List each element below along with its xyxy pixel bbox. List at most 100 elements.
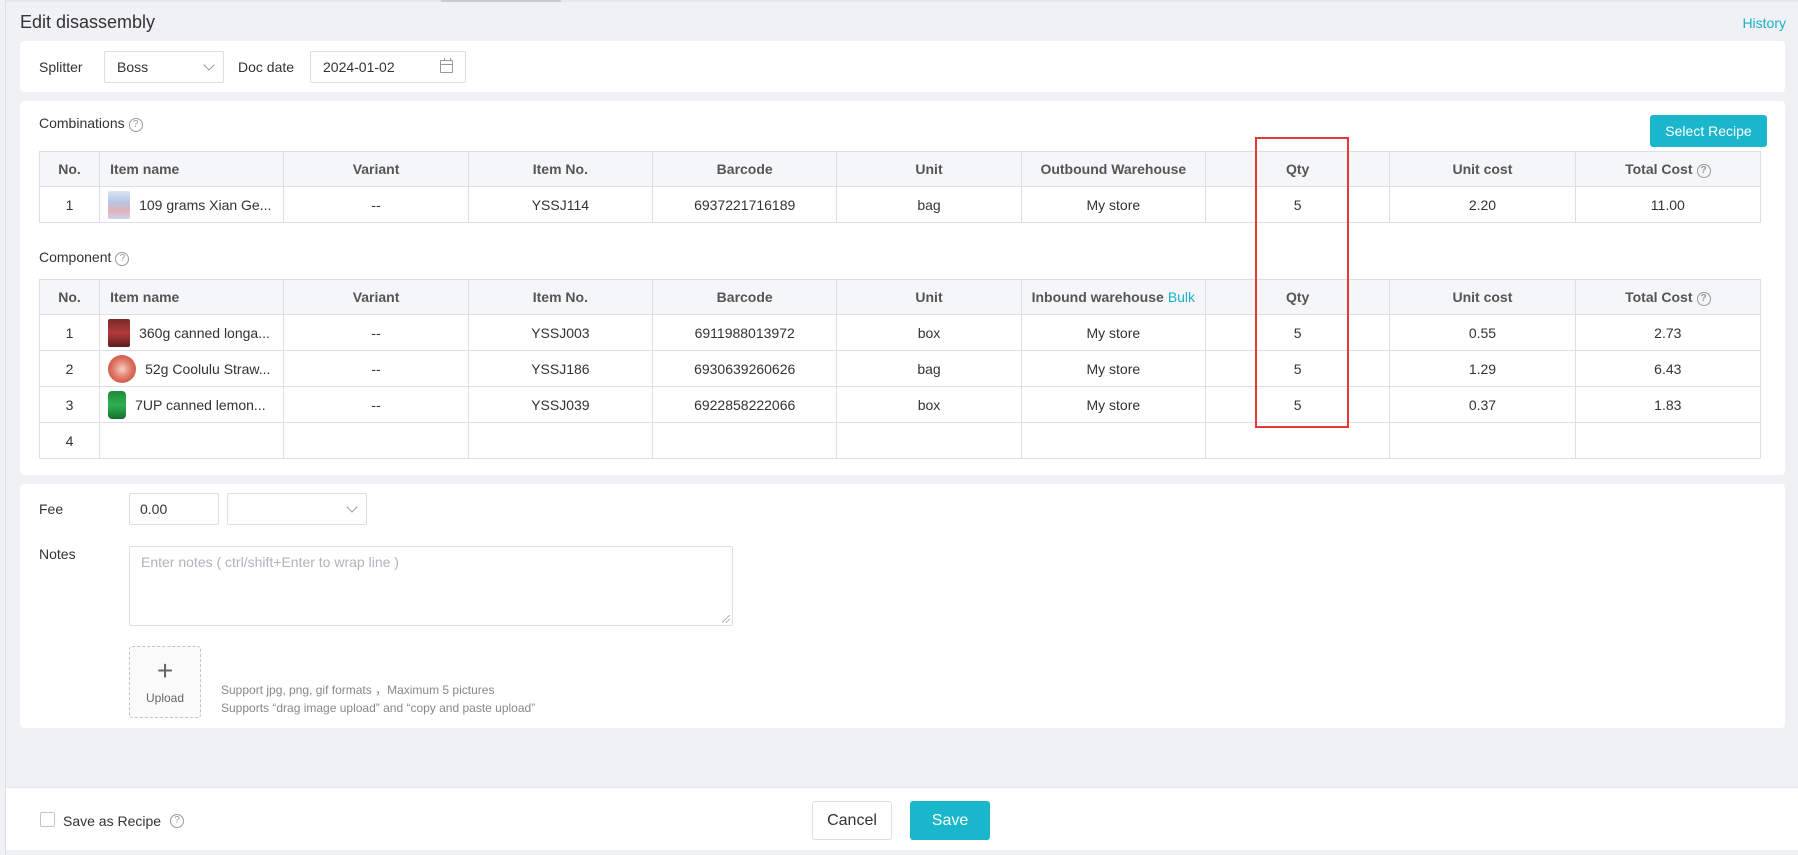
resize-handle-icon[interactable]	[722, 615, 730, 623]
upload-hint: Support jpg, png, gif formats ，Maximum 5…	[221, 681, 535, 717]
cell-no: 1	[38, 314, 101, 351]
cell-qty[interactable]: 5	[1204, 186, 1391, 223]
product-thumbnail	[108, 354, 137, 383]
col-header: No.	[38, 279, 101, 315]
col-header-total-cost: Total Cost?	[1574, 151, 1762, 187]
help-icon[interactable]: ?	[128, 118, 143, 132]
col-header: Unit	[836, 279, 1022, 315]
table-row: 1 109 grams Xian Ge... -- YSSJ114 693722…	[38, 186, 1762, 223]
cell-item-no	[467, 422, 654, 459]
help-icon[interactable]: ?	[115, 252, 130, 266]
cell-barcode: 6930639260626	[652, 350, 838, 387]
col-header: Item No.	[467, 279, 654, 315]
combinations-table: No. Item name Variant Item No. Barcode U…	[38, 151, 1762, 223]
cell-total-cost: 11.00	[1574, 186, 1762, 223]
table-header-row: No. Item name Variant Item No. Barcode U…	[38, 151, 1762, 187]
cell-no: 1	[38, 186, 101, 223]
cell-no: 4	[38, 422, 101, 459]
table-row: 1 360g canned longa... -- YSSJ003 691198…	[38, 314, 1762, 351]
doc-date-label: Doc date	[238, 59, 295, 75]
cell-variant: --	[283, 314, 469, 351]
col-header: Qty	[1204, 279, 1391, 315]
cell-qty[interactable]: 5	[1204, 386, 1391, 423]
cell-qty[interactable]: 5	[1204, 314, 1391, 351]
cell-warehouse[interactable]: My store	[1020, 386, 1206, 423]
col-header: Item No.	[467, 151, 654, 187]
table-row-empty: 4	[38, 422, 1762, 459]
col-header: Variant	[283, 151, 469, 187]
cell-no: 2	[38, 350, 101, 387]
cell-warehouse[interactable]	[1020, 422, 1206, 459]
col-header: Unit	[836, 151, 1022, 187]
upload-button[interactable]: + Upload	[129, 646, 201, 718]
cell-qty[interactable]	[1204, 422, 1391, 459]
upload-hint-line2: Supports “drag image upload” and “copy a…	[221, 701, 536, 715]
fee-type-select[interactable]	[227, 493, 367, 525]
doc-date-input[interactable]: 2024-01-02	[310, 51, 466, 83]
page-title: Edit disassembly	[20, 12, 156, 32]
item-name-text: 109 grams Xian Ge...	[139, 196, 272, 213]
page: Edit disassembly History Splitter Boss D…	[5, 0, 1798, 855]
cell-total-cost: 1.83	[1574, 386, 1762, 423]
col-header-total-cost: Total Cost?	[1574, 279, 1762, 315]
col-header: Item name	[99, 151, 285, 187]
cell-unit: bag	[836, 350, 1022, 387]
cell-unit-cost: 0.37	[1389, 386, 1576, 423]
cell-unit-cost: 2.20	[1389, 186, 1576, 223]
cell-item-no: YSSJ114	[467, 186, 654, 223]
notes-textarea[interactable]: Enter notes ( ctrl/shift+Enter to wrap l…	[129, 546, 733, 626]
cell-item-name[interactable]: 109 grams Xian Ge...	[99, 186, 285, 223]
cell-total-cost	[1574, 422, 1762, 459]
cell-barcode: 6937221716189	[652, 186, 838, 223]
select-recipe-button[interactable]: Select Recipe	[1650, 115, 1767, 147]
doc-date-value: 2024-01-02	[323, 59, 395, 75]
combinations-label-text: Combinations	[39, 115, 125, 131]
col-header-text: Total Cost	[1625, 160, 1693, 177]
fee-input[interactable]: 0.00	[129, 493, 219, 525]
splitter-value: Boss	[117, 59, 149, 75]
cell-variant: --	[283, 350, 469, 387]
help-icon[interactable]: ?	[1696, 291, 1711, 306]
notes-placeholder: Enter notes ( ctrl/shift+Enter to wrap l…	[141, 554, 399, 570]
cell-qty[interactable]: 5	[1204, 350, 1391, 387]
cell-item-name[interactable]: 360g canned longa...	[99, 314, 285, 351]
cell-total-cost: 6.43	[1574, 350, 1762, 387]
col-header: Outbound Warehouse	[1020, 151, 1206, 187]
save-as-recipe-label: Save as Recipe	[63, 813, 162, 829]
cell-variant: --	[283, 386, 469, 423]
item-name-text: 7UP canned lemon...	[135, 396, 266, 413]
cell-item-no: YSSJ003	[467, 314, 654, 351]
product-thumbnail	[108, 318, 131, 347]
item-name-text: 52g Coolulu Straw...	[145, 360, 271, 377]
col-header: No.	[38, 151, 101, 187]
cancel-button[interactable]: Cancel	[812, 801, 892, 840]
cell-variant	[283, 422, 469, 459]
splitter-select[interactable]: Boss	[104, 51, 224, 83]
table-header-row: No. Item name Variant Item No. Barcode U…	[38, 279, 1762, 315]
help-icon[interactable]: ?	[1696, 163, 1711, 178]
bulk-link[interactable]: Bulk	[1167, 289, 1196, 305]
cell-barcode: 6922858222066	[652, 386, 838, 423]
chevron-down-icon	[346, 501, 358, 513]
save-as-recipe-checkbox[interactable]	[40, 812, 55, 827]
cell-item-name[interactable]: 7UP canned lemon...	[99, 386, 285, 423]
save-button[interactable]: Save	[910, 801, 990, 840]
cell-item-name[interactable]	[99, 422, 285, 459]
col-header: Unit cost	[1389, 151, 1576, 187]
col-header: Unit cost	[1389, 279, 1576, 315]
help-icon[interactable]: ?	[170, 814, 184, 828]
col-header: Qty	[1204, 151, 1391, 187]
cell-warehouse[interactable]: My store	[1020, 186, 1206, 223]
col-header: Item name	[99, 279, 285, 315]
calendar-icon	[440, 58, 453, 73]
cell-warehouse[interactable]: My store	[1020, 350, 1206, 387]
cell-total-cost: 2.73	[1574, 314, 1762, 351]
cell-unit-cost: 0.55	[1389, 314, 1576, 351]
product-thumbnail	[108, 390, 127, 419]
plus-icon: +	[156, 655, 174, 686]
item-name-text: 360g canned longa...	[139, 324, 270, 341]
cell-item-name[interactable]: 52g Coolulu Straw...	[99, 350, 285, 387]
history-link[interactable]: History	[1742, 15, 1786, 31]
cell-warehouse[interactable]: My store	[1020, 314, 1206, 351]
tables-card: Combinations? Select Recipe No. Item nam…	[20, 101, 1785, 475]
